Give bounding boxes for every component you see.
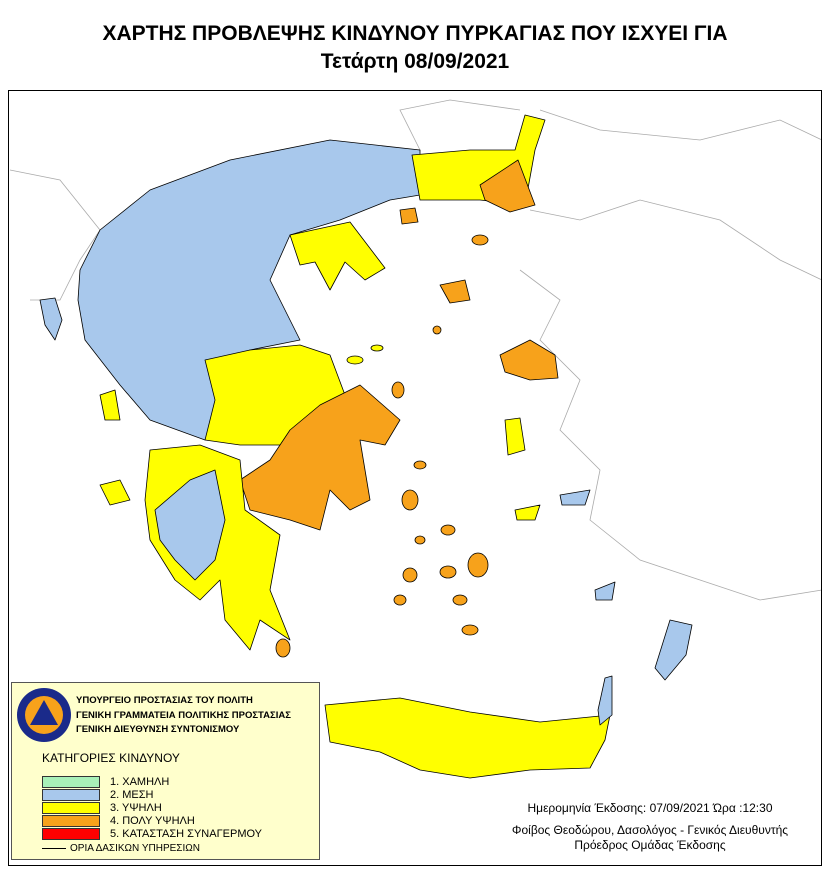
region-high-samos	[514, 504, 541, 521]
civil-protection-logo	[17, 688, 71, 742]
region-very-high-thasos	[399, 207, 419, 225]
region-medium-corfu	[39, 297, 63, 341]
issue-date: Ημερομηνία Έκδοσης: 07/09/2021 Ώρα :12:3…	[527, 801, 773, 815]
org-line: ΓΕΝΙΚΗ ΔΙΕΥΘΥΝΣΗ ΣΥΝΤΟΝΙΣΜΟΥ	[76, 724, 240, 735]
region-high-crete	[324, 697, 611, 779]
region-medium-peloponnese	[154, 469, 226, 581]
signer: Φοίβος Θεοδώρου, Δασολόγος - Γενικός Διε…	[511, 823, 789, 837]
legend-item: 3. ΥΨΗΛΗ	[42, 802, 162, 814]
legend-item: 2. ΜΕΣΗ	[42, 789, 153, 801]
boundary-label: ΟΡΙΑ ΔΑΣΙΚΩΝ ΥΠΗΡΕΣΙΩΝ	[70, 843, 200, 854]
legend-item: 5. ΚΑΤΑΣΤΑΣΗ ΣΥΝΑΓΕΡΜΟΥ	[42, 828, 262, 840]
legend-label: 5. ΚΑΤΑΣΤΑΣΗ ΣΥΝΑΓΕΡΜΟΥ	[110, 828, 263, 840]
legend-label: 1. ΧΑΜΗΛΗ	[110, 776, 170, 788]
boundary-line-icon	[42, 848, 66, 849]
region-very-high-lesvos	[499, 339, 559, 381]
legend-label: 2. ΜΕΣΗ	[110, 789, 154, 801]
region-medium-north	[77, 139, 421, 441]
legend-title: ΚΑΤΗΓΟΡΙΕΣ ΚΙΝΔΥΝΟΥ	[42, 751, 180, 765]
legend-item: 4. ΠΟΛΥ ΥΨΗΛΗ	[42, 815, 195, 827]
legend-swatch	[42, 815, 100, 827]
region-very-high-limnos	[439, 279, 471, 304]
org-line: ΥΠΟΥΡΓΕΙΟ ΠΡΟΣΤΑΣΙΑΣ ΤΟΥ ΠΟΛΙΤΗ	[76, 695, 253, 706]
region-medium-rhodes	[654, 619, 693, 681]
region-high-sporades	[346, 344, 384, 365]
region-medium-kos	[559, 489, 616, 601]
legend-swatch	[42, 789, 100, 801]
legend: ΥΠΟΥΡΓΕΙΟ ΠΡΟΣΤΑΣΙΑΣ ΤΟΥ ΠΟΛΙΤΗ ΓΕΝΙΚΗ Γ…	[11, 682, 320, 860]
legend-swatch	[42, 828, 100, 840]
region-high-chalkidiki	[289, 221, 386, 291]
boundary-legend: ΟΡΙΑ ΔΑΣΙΚΩΝ ΥΠΗΡΕΣΙΩΝ	[42, 843, 200, 854]
org-line: ΓΕΝΙΚΗ ΓΡΑΜΜΑΤΕΙΑ ΠΟΛΙΤΙΚΗΣ ΠΡΟΣΤΑΣΙΑΣ	[76, 710, 291, 721]
legend-label: 3. ΥΨΗΛΗ	[110, 802, 162, 814]
signer-role: Πρόεδρος Ομάδας Έκδοσης	[574, 838, 726, 852]
legend-swatch	[42, 776, 100, 788]
map-frame	[8, 90, 822, 866]
region-medium-karpathos	[597, 675, 613, 726]
map-title: ΧΑΡΤΗΣ ΠΡΟΒΛΕΨΗΣ ΚΙΝΔΥΝΟΥ ΠΥΡΚΑΓΙΑΣ ΠΟΥ …	[102, 22, 728, 45]
region-very-high-evros	[479, 159, 536, 213]
region-very-high-cyclades	[275, 234, 489, 658]
map-date: Τετάρτη 08/09/2021	[320, 50, 510, 73]
legend-label: 4. ΠΟΛΥ ΥΨΗΛΗ	[110, 815, 195, 827]
region-high-ionian	[99, 389, 131, 506]
legend-item: 1. ΧΑΜΗΛΗ	[42, 776, 169, 788]
legend-swatch	[42, 802, 100, 814]
region-high-chios	[504, 417, 526, 456]
